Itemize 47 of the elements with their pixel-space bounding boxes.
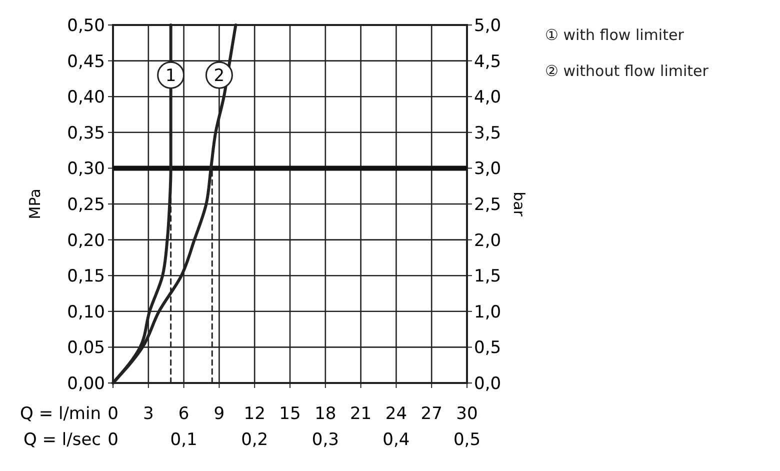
x-tick-label: 12 (244, 404, 266, 424)
y-tick-label: 0,15 (67, 266, 105, 287)
y2-tick-label: 0,0 (474, 374, 502, 394)
x2-axis-title: Q = l/sec (23, 430, 101, 450)
y-tick-label: 0,10 (67, 302, 105, 322)
y-axis-title: MPa (26, 188, 44, 220)
x2-tick-label: 0,3 (312, 430, 339, 450)
y2-tick-label: 5,0 (474, 16, 502, 36)
y-tick-label: 0,50 (67, 16, 105, 36)
y-tick-label: 0,45 (67, 52, 105, 72)
x-tick-label: 27 (420, 404, 442, 424)
y2-tick-label: 3,0 (474, 159, 502, 180)
y-tick-label: 0,00 (67, 374, 105, 394)
y2-tick-label: 1,0 (474, 302, 502, 322)
y2-tick-label: 1,5 (474, 266, 502, 287)
x-tick-label: 18 (314, 404, 336, 424)
annotation: 1 (165, 66, 176, 86)
x-tick-label: 3 (142, 404, 154, 424)
x-tick-label: 15 (279, 404, 301, 424)
x-tick-label: 21 (350, 404, 372, 424)
x-tick-label: 9 (214, 404, 225, 424)
x-tick-label: 24 (385, 404, 408, 424)
y-tick-label: 0,35 (67, 123, 105, 144)
y2-tick-label: 4,0 (474, 88, 502, 108)
text: ① with flow limiter (545, 26, 685, 44)
y2-tick-label: 2,5 (474, 195, 502, 215)
y-tick-label: 0,20 (67, 230, 105, 251)
y-tick-label: 0,05 (67, 338, 105, 358)
y2-axis-title: bar (510, 192, 528, 218)
x-tick-label: 0 (108, 404, 118, 424)
x2-tick-label: 0,4 (382, 430, 410, 450)
x2-tick-label: 0,1 (170, 430, 198, 450)
y2-tick-label: 2,0 (474, 230, 502, 251)
x-tick-label: 30 (456, 404, 478, 424)
text: ② without flow limiter (545, 62, 710, 80)
y2-tick-label: 4,5 (474, 52, 502, 72)
y-tick-label: 0,40 (67, 88, 105, 108)
x2-tick-label: 0 (108, 430, 118, 450)
x-axis-title: Q = l/min (20, 404, 101, 424)
y2-tick-label: 3,5 (474, 123, 502, 144)
x2-tick-label: 0,5 (453, 430, 481, 450)
y2-tick-label: 0,5 (474, 338, 502, 358)
annotation: 2 (214, 66, 225, 86)
y-tick-label: 0,30 (67, 159, 105, 180)
x2-tick-label: 0,2 (241, 430, 268, 450)
y-tick-label: 0,25 (67, 195, 105, 215)
x-tick-label: 6 (178, 404, 190, 424)
